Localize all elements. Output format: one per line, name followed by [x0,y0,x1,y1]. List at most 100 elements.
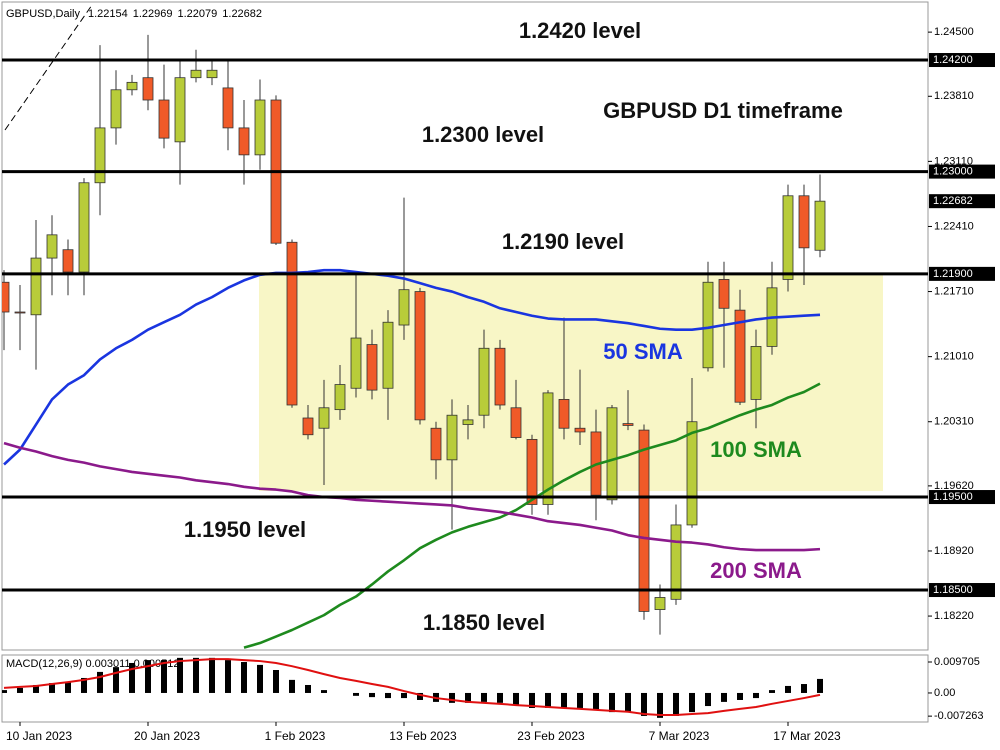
candle-body-up [782,195,794,280]
candle-body-down [638,429,650,612]
candle-body-up [334,384,346,411]
macd-bar [593,692,599,710]
macd-bar [401,692,407,699]
header-close: 1.22682 [222,8,262,20]
sma-line [3,268,821,466]
x-tick-label: 13 Feb 2023 [389,729,457,743]
macd-bar [673,692,679,716]
candle-body-down [238,127,250,156]
header-open: 1.22154 [88,8,128,20]
level-label: 1.23000 [933,166,973,178]
x-tick-label: 7 Mar 2023 [649,729,710,743]
candle-body-up [654,597,666,610]
y-tick-label: 1.19620 [934,480,974,492]
candle-body-up [814,200,826,251]
candle-body-up [606,407,618,501]
annotation: 1.2300 level [422,122,544,147]
macd-bar [273,669,279,693]
candle-body-down [494,347,506,406]
level-label: 1.21900 [933,268,973,280]
y-tick-label: 1.23110 [934,155,973,167]
macd-bar [737,692,743,700]
candle-body-up [446,414,458,461]
candle-body-up [126,81,138,91]
macd-bar [449,692,455,703]
macd-bar [753,692,759,699]
macd-area [2,657,823,718]
sma-line [3,441,821,552]
macd-bar [465,692,471,703]
macd-title: MACD(12,26,9) 0.003011 0.000512 [6,658,179,670]
macd-bar [721,692,727,702]
sma-line [243,382,821,649]
y-tick-label: 0.009705 [934,656,980,668]
y-tick-label: 1.18220 [934,610,974,622]
macd-bar [817,678,823,693]
macd-bar [385,692,391,699]
annotation: 1.1950 level [184,517,306,542]
macd-bar [529,692,535,708]
y-tick-label: 1.21710 [934,285,974,297]
macd-bar [577,692,583,708]
annotation: 1.1850 level [423,610,545,635]
y-tick-label: -0.007263 [934,710,984,722]
candle-body-down [222,87,234,129]
candle-body-down [622,423,634,426]
candle-body-down [302,417,314,436]
macd-bar [225,660,231,693]
macd-bar [33,684,39,693]
y-tick-label: 1.20310 [934,416,974,428]
candle-body-up [350,337,362,389]
candle-body-down [366,344,378,391]
candle-body-up [78,182,90,273]
macd-bar [801,684,807,693]
candle-body-up [30,257,42,316]
macd-bar [209,657,215,693]
macd-bar [641,692,647,716]
candle-body-up [46,234,58,259]
candle-body-up [110,89,122,129]
macd-bar [513,692,519,706]
annotation: 1.2420 level [519,18,641,43]
y-tick-label: 1.21010 [934,351,974,363]
macd-bar [481,692,487,702]
candle-body-up [750,346,762,400]
macd-bar [369,692,375,698]
macd-bar [657,692,663,718]
macd-bar [257,664,263,693]
macd-bar [81,677,87,693]
candle-body-up [478,347,490,416]
price-label-box [929,194,995,209]
macd-bar [417,692,423,700]
macd-bar [689,692,695,713]
candle-body-up [190,69,202,79]
macd-panel [1,654,929,723]
level-label: 1.24200 [933,54,973,66]
candle-body-down [142,77,154,101]
x-tick-label: 23 Feb 2023 [517,729,585,743]
candle-body-up [174,77,186,143]
candle-body-down [14,311,26,314]
candle-body-up [206,69,218,79]
y-tick-label: 1.24500 [934,26,974,38]
candle-body-up [702,281,714,369]
annotation: GBPUSD D1 timeframe [603,98,843,123]
macd-bar [97,671,103,693]
signal-line [3,658,821,716]
price-label: 1.22682 [933,195,973,207]
y-tick-label: 1.22410 [934,220,974,232]
level-label-box [929,490,995,505]
macd-bar [65,682,71,693]
macd-bar [241,662,247,693]
macd-bar [561,692,567,708]
series-label: 50 SMA [603,339,683,364]
symbol: GBPUSD,Daily [6,8,80,20]
macd-bar [193,657,199,693]
level-label-box [929,583,995,598]
macd-bar [305,684,311,693]
candle-body-down [2,281,10,313]
y-tick-label: 1.23810 [934,90,974,102]
macd-bar [113,667,119,693]
candle-body-up [542,392,554,505]
